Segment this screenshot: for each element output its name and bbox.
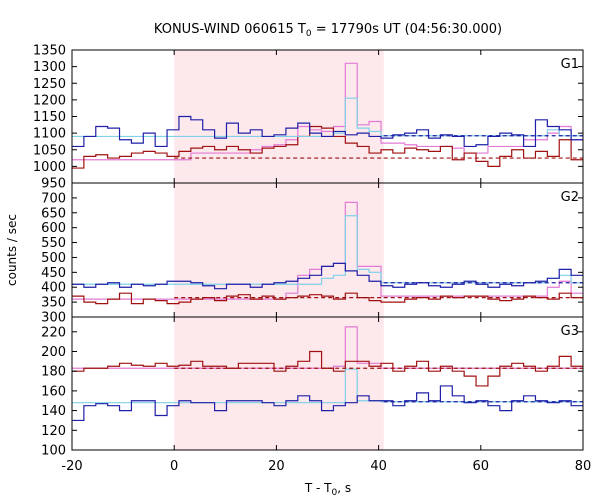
- x-axis-label-main: T - T: [304, 481, 332, 495]
- y-tick-label-g1: 950: [41, 177, 66, 192]
- x-tick-label: -20: [61, 459, 82, 474]
- chart-title-rest: = 17790s UT (04:56:30.000): [312, 22, 502, 37]
- chart-title: KONUS-WIND 060615 T0 = 17790s UT (04:56:…: [154, 22, 502, 39]
- series-g1-pink: [72, 62, 583, 161]
- y-tick-label-g1: 1250: [33, 77, 66, 92]
- y-tick-label-g1: 1000: [33, 160, 66, 175]
- y-tick-label-g1: 1100: [33, 127, 66, 142]
- x-tick-label: 80: [575, 459, 592, 474]
- y-tick-label-g2: 550: [41, 236, 66, 251]
- y-tick-label-g1: 1350: [33, 44, 66, 59]
- highlight-interval: [174, 50, 384, 450]
- x-axis-label-rest: , s: [337, 481, 351, 495]
- series-g3-blue: [72, 385, 583, 422]
- y-tick-label-g3: 180: [41, 365, 66, 380]
- chart-title-main: KONUS-WIND 060615 T: [154, 22, 306, 37]
- y-tick-label-g2: 650: [41, 206, 66, 221]
- panel-label-g1: G1: [561, 57, 579, 72]
- series-g3-red: [72, 350, 583, 387]
- y-tick-label-g3: 120: [41, 424, 66, 439]
- series-g2-red: [72, 292, 583, 305]
- series-g1-blue: [72, 115, 583, 148]
- y-tick-label-g2: 500: [41, 251, 66, 266]
- series-g2-blue: [72, 262, 583, 290]
- y-tick-label-g3: 200: [41, 345, 66, 360]
- chart-title-sub: 0: [306, 29, 312, 39]
- x-tick-label: 40: [370, 459, 387, 474]
- y-tick-label-g2: 450: [41, 266, 66, 281]
- y-tick-label-g2: 400: [41, 281, 66, 296]
- y-tick-label-g2: 600: [41, 221, 66, 236]
- panel-frame-g3: [71, 316, 584, 451]
- panel-label-g2: G2: [561, 190, 579, 205]
- series-g1-cyan: [72, 97, 583, 138]
- y-tick-label-g1: 1050: [33, 143, 66, 158]
- y-tick-label-g2: 700: [41, 191, 66, 206]
- y-tick-label-g1: 1150: [33, 110, 66, 125]
- series-g1-red: [72, 125, 583, 169]
- y-tick-label-g3: 220: [41, 325, 66, 340]
- y-tick-label-g1: 1200: [33, 93, 66, 108]
- y-tick-label-g3: 140: [41, 404, 66, 419]
- y-tick-label-g2: 300: [41, 311, 66, 326]
- panel-g3: 100 120 140 160 180 200 220 G3: [41, 316, 584, 459]
- y-tick-label-g2: 350: [41, 296, 66, 311]
- x-axis-label: T - T0, s: [304, 481, 351, 498]
- x-axis-label-sub: 0: [332, 488, 338, 498]
- plot-layer: 95010001050110011501200125013001350G1300…: [33, 44, 591, 475]
- panel-label-g3: G3: [561, 324, 579, 339]
- x-tick-label: 60: [473, 459, 490, 474]
- y-tick-label-g3: 100: [41, 444, 66, 459]
- y-tick-label-g1: 1300: [33, 60, 66, 75]
- x-tick-label: 0: [170, 459, 178, 474]
- series-g2-cyan: [72, 215, 583, 285]
- y-axis-label: counts / sec: [5, 214, 19, 286]
- y-tick-label-g3: 160: [41, 384, 66, 399]
- x-tick-label: 20: [268, 459, 285, 474]
